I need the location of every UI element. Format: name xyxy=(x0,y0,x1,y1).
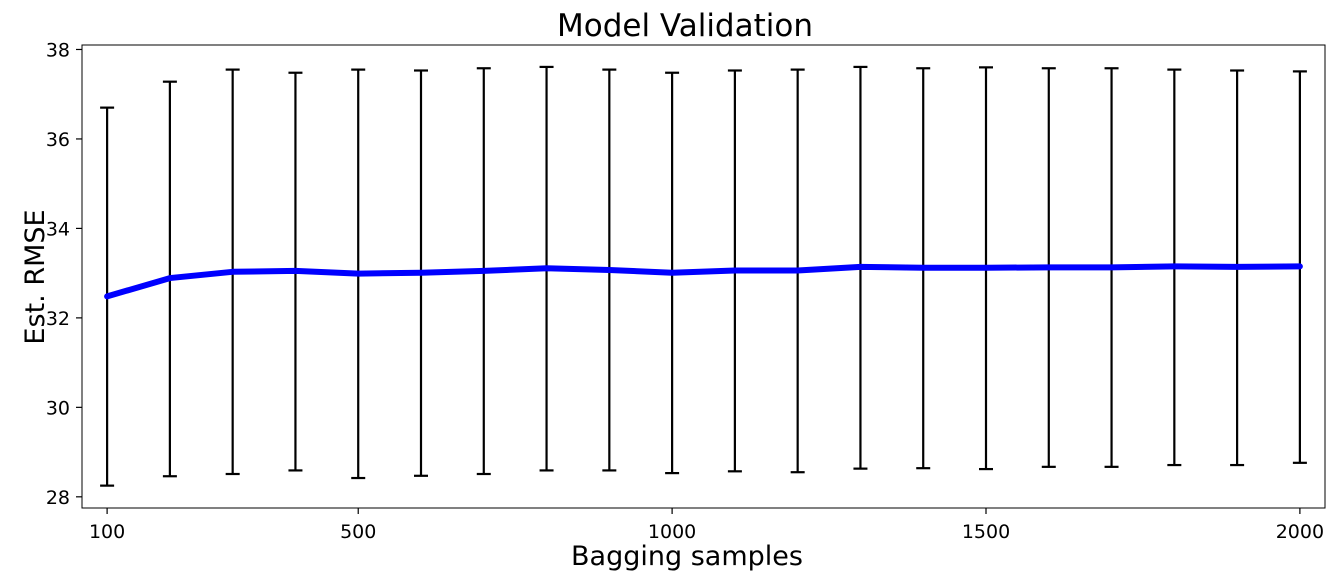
x-axis-ticks: 100 500 1000 1500 2000 xyxy=(89,508,1324,543)
plot-frame xyxy=(81,44,1326,509)
series-line xyxy=(104,263,1303,300)
x-tick-label: 100 xyxy=(89,521,125,543)
chart-title: Model Validation xyxy=(557,8,813,44)
y-axis-label: Est. RMSE xyxy=(20,209,51,344)
y-tick-label: 30 xyxy=(46,397,70,419)
x-tick-label: 1000 xyxy=(648,521,696,543)
y-tick-label: 38 xyxy=(46,39,70,61)
y-tick-label: 32 xyxy=(46,308,70,330)
x-tick-label: 2000 xyxy=(1276,521,1324,543)
y-tick-label: 34 xyxy=(46,218,70,240)
y-axis-ticks: 28 30 32 34 36 38 xyxy=(46,39,82,509)
y-tick-label: 36 xyxy=(46,129,70,151)
y-tick-label: 28 xyxy=(46,487,70,509)
error-bars xyxy=(100,65,1307,487)
x-tick-label: 1500 xyxy=(962,521,1010,543)
x-axis-label: Bagging samples xyxy=(571,541,803,572)
x-tick-label: 500 xyxy=(340,521,376,543)
